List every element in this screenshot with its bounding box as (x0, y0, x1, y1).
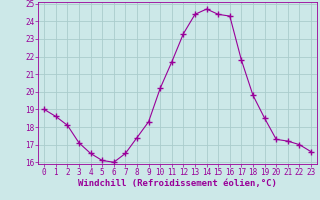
X-axis label: Windchill (Refroidissement éolien,°C): Windchill (Refroidissement éolien,°C) (78, 179, 277, 188)
